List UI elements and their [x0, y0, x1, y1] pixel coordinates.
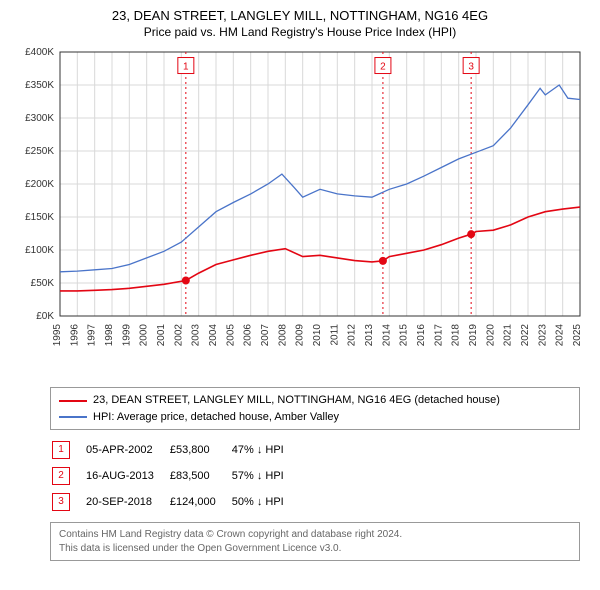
svg-text:2006: 2006 [243, 324, 254, 347]
svg-text:2005: 2005 [225, 324, 236, 347]
svg-text:2002: 2002 [173, 324, 184, 347]
chart-area: £0K £50K £100K £150K £200K £250K £300K £350K £40… [10, 46, 590, 381]
marker-date: 05-APR-2002 [86, 438, 168, 462]
marker-number-box: 2 [52, 467, 70, 485]
svg-text:£0K: £0K [36, 311, 54, 322]
legend-label: HPI: Average price, detached house, Ambe… [93, 409, 339, 426]
svg-text:2022: 2022 [520, 324, 531, 347]
svg-text:1995: 1995 [52, 324, 63, 347]
svg-text:1999: 1999 [121, 324, 132, 347]
svg-text:2021: 2021 [503, 324, 514, 347]
markers-table: 1 05-APR-2002£53,80047% ↓ HPI 2 16-AUG-2013… [50, 436, 300, 516]
svg-text:2001: 2001 [156, 324, 167, 347]
marker-delta: 50% ↓ HPI [232, 490, 298, 514]
marker-row: 3 20-SEP-2018£124,00050% ↓ HPI [52, 490, 298, 514]
footer-box: Contains HM Land Registry data © Crown c… [50, 522, 580, 561]
marker-price: £124,000 [170, 490, 230, 514]
svg-text:2003: 2003 [191, 324, 202, 347]
svg-text:3: 3 [468, 62, 474, 73]
svg-text:2004: 2004 [208, 324, 219, 347]
svg-text:1996: 1996 [69, 324, 80, 347]
svg-text:£200K: £200K [25, 179, 54, 190]
marker-row: 1 05-APR-2002£53,80047% ↓ HPI [52, 438, 298, 462]
svg-text:2013: 2013 [364, 324, 375, 347]
marker-number-box: 1 [52, 441, 70, 459]
svg-text:2011: 2011 [329, 324, 340, 346]
legend-label: 23, DEAN STREET, LANGLEY MILL, NOTTINGHA… [93, 392, 500, 409]
svg-text:2000: 2000 [139, 324, 150, 347]
svg-text:£100K: £100K [25, 245, 54, 256]
marker-delta: 47% ↓ HPI [232, 438, 298, 462]
svg-text:2012: 2012 [347, 324, 358, 347]
legend-item: HPI: Average price, detached house, Ambe… [59, 409, 571, 426]
svg-text:2018: 2018 [451, 324, 462, 347]
page-container: 23, DEAN STREET, LANGLEY MILL, NOTTINGHA… [0, 0, 600, 571]
marker-delta: 57% ↓ HPI [232, 464, 298, 488]
svg-text:2016: 2016 [416, 324, 427, 347]
svg-text:2: 2 [380, 62, 386, 73]
svg-text:2008: 2008 [277, 324, 288, 347]
svg-text:2009: 2009 [295, 324, 306, 347]
legend-item: 23, DEAN STREET, LANGLEY MILL, NOTTINGHA… [59, 392, 571, 409]
marker-number-box: 3 [52, 493, 70, 511]
marker-date: 16-AUG-2013 [86, 464, 168, 488]
line-chart: £0K £50K £100K £150K £200K £250K £300K £350K £40… [10, 46, 590, 376]
svg-text:2014: 2014 [381, 324, 392, 347]
svg-text:2007: 2007 [260, 324, 271, 347]
svg-text:£300K: £300K [25, 113, 54, 124]
svg-text:£350K: £350K [25, 80, 54, 91]
page-title: 23, DEAN STREET, LANGLEY MILL, NOTTINGHA… [10, 8, 590, 25]
svg-text:2017: 2017 [433, 324, 444, 347]
marker-date: 20-SEP-2018 [86, 490, 168, 514]
marker-price: £53,800 [170, 438, 230, 462]
svg-text:2019: 2019 [468, 324, 479, 347]
marker-row: 2 16-AUG-2013£83,50057% ↓ HPI [52, 464, 298, 488]
svg-text:2025: 2025 [572, 324, 583, 347]
marker-price: £83,500 [170, 464, 230, 488]
svg-text:1: 1 [183, 62, 189, 73]
svg-text:£250K: £250K [25, 146, 54, 157]
footer-line-1: Contains HM Land Registry data © Crown c… [59, 528, 571, 542]
svg-text:1997: 1997 [87, 324, 98, 347]
svg-text:£400K: £400K [25, 47, 54, 58]
svg-text:2024: 2024 [555, 324, 566, 347]
footer-line-2: This data is licensed under the Open Gov… [59, 542, 571, 556]
legend-box: 23, DEAN STREET, LANGLEY MILL, NOTTINGHA… [50, 387, 580, 430]
svg-text:2015: 2015 [399, 324, 410, 347]
page-subtitle: Price paid vs. HM Land Registry's House … [10, 25, 590, 41]
svg-text:2010: 2010 [312, 324, 323, 347]
svg-text:£150K: £150K [25, 212, 54, 223]
legend-swatch [59, 416, 87, 418]
legend-swatch [59, 400, 87, 402]
svg-text:2020: 2020 [485, 324, 496, 347]
svg-text:1998: 1998 [104, 324, 115, 347]
svg-text:2023: 2023 [537, 324, 548, 347]
svg-text:£50K: £50K [31, 278, 55, 289]
